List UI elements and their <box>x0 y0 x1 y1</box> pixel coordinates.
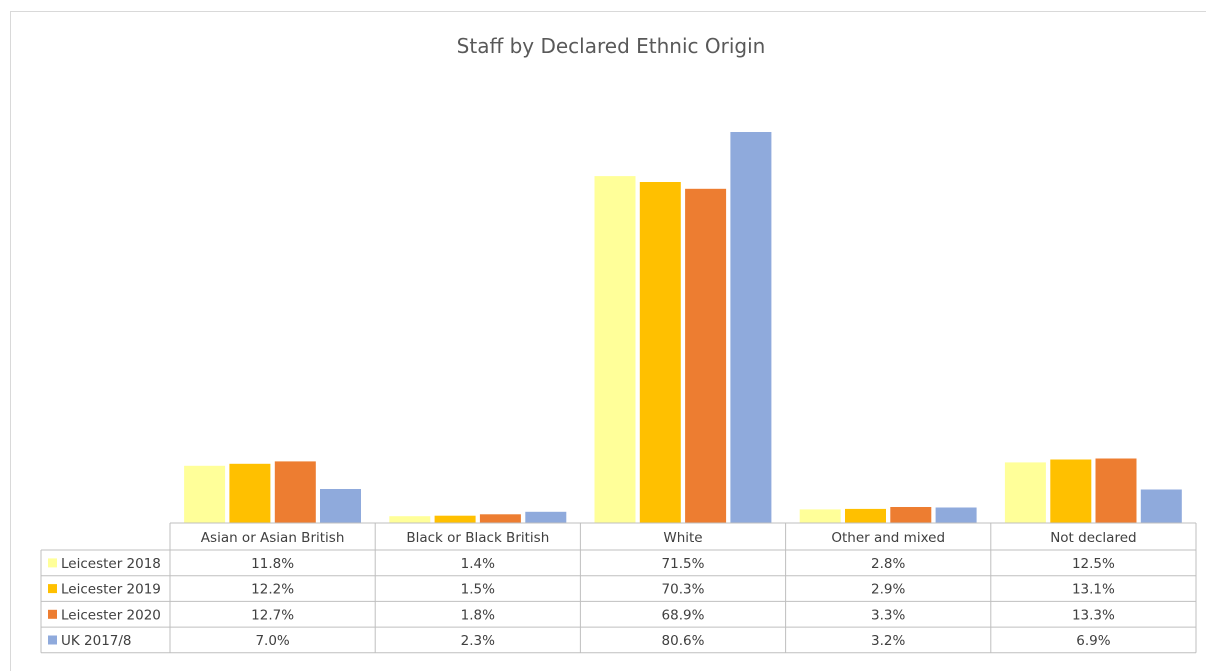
category-label: Not declared <box>1050 530 1136 546</box>
category-label: Asian or Asian British <box>201 530 345 546</box>
data-label: 1.8% <box>461 607 495 623</box>
bar-1-1 <box>434 515 476 523</box>
data-label: 1.4% <box>461 556 495 572</box>
bar-0-3 <box>320 489 361 523</box>
bar-0-2 <box>274 461 316 523</box>
data-label: 2.3% <box>461 633 495 649</box>
data-label: 71.5% <box>662 556 705 572</box>
data-label: 13.1% <box>1072 582 1115 598</box>
data-label: 12.5% <box>1072 556 1115 572</box>
data-label: 11.8% <box>251 556 294 572</box>
bar-group <box>184 132 1182 524</box>
data-label: 3.2% <box>871 633 905 649</box>
data-label: 12.7% <box>251 607 294 623</box>
bar-4-1 <box>1050 459 1092 523</box>
data-label: 7.0% <box>255 633 289 649</box>
bar-4-0 <box>1004 462 1046 523</box>
bar-3-2 <box>890 507 932 523</box>
data-label: 1.5% <box>461 582 495 598</box>
bar-3-3 <box>935 507 977 523</box>
data-label: 13.3% <box>1072 607 1115 623</box>
data-label: 2.8% <box>871 556 905 572</box>
bar-4-2 <box>1095 458 1137 523</box>
bar-2-3 <box>730 132 772 523</box>
data-table-grid <box>40 522 1197 654</box>
chart-area <box>10 11 1206 671</box>
legend-swatch <box>48 584 57 594</box>
category-label: Black or Black British <box>406 530 549 546</box>
legend-swatch <box>48 609 57 619</box>
bar-1-0 <box>389 516 431 523</box>
bar-3-1 <box>845 508 886 523</box>
series-name: UK 2017/8 <box>61 633 132 649</box>
data-label: 68.9% <box>662 607 705 623</box>
bar-1-2 <box>479 514 521 523</box>
data-label: 2.9% <box>871 582 905 598</box>
bar-0-0 <box>184 465 226 523</box>
legend-swatch <box>48 558 57 568</box>
data-label: 6.9% <box>1076 633 1110 649</box>
data-label: 70.3% <box>662 582 705 598</box>
series-name: Leicester 2020 <box>61 607 161 623</box>
bar-1-3 <box>525 511 567 523</box>
data-label: 80.6% <box>662 633 705 649</box>
category-label: Other and mixed <box>831 530 945 546</box>
bar-2-0 <box>594 176 636 523</box>
bar-0-1 <box>229 463 271 523</box>
data-table: Asian or Asian British Black or Black Bri… <box>48 530 1137 649</box>
data-label: 3.3% <box>871 607 905 623</box>
chart-title: Staff by Declared Ethnic Origin <box>457 34 766 58</box>
series-name: Leicester 2018 <box>61 556 161 572</box>
category-label: White <box>663 530 702 546</box>
data-label: 12.2% <box>251 582 294 598</box>
bar-4-3 <box>1140 489 1182 523</box>
bar-2-1 <box>639 182 681 523</box>
legend-swatch <box>48 635 57 645</box>
bar-3-0 <box>799 509 841 523</box>
series-name: Leicester 2019 <box>61 582 161 598</box>
bar-2-2 <box>685 188 727 524</box>
